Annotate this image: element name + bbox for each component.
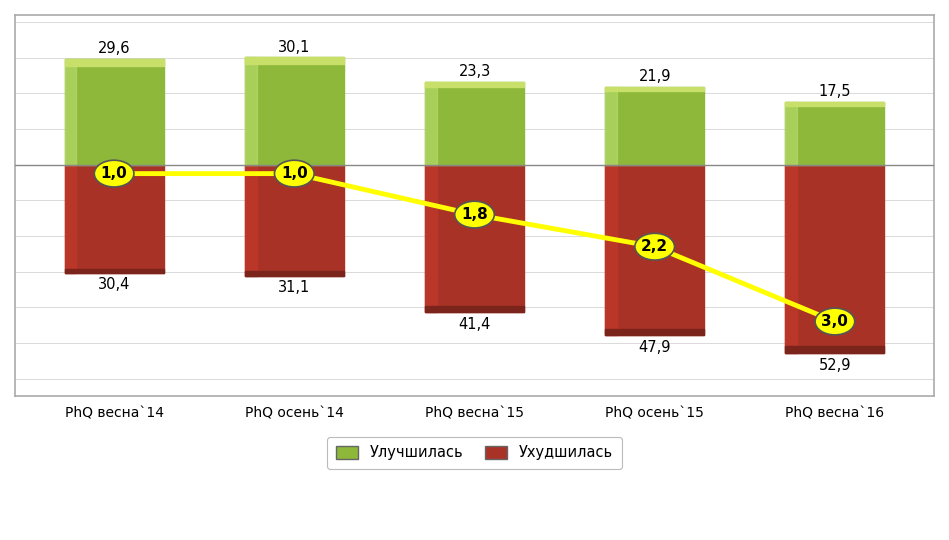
Bar (245, 57, 344, 165)
Bar (605, 86, 704, 165)
Bar (786, 102, 884, 165)
Text: 30,4: 30,4 (98, 278, 130, 292)
Bar (245, 271, 344, 275)
Ellipse shape (455, 201, 494, 228)
Bar (425, 82, 524, 165)
Bar (425, 82, 437, 165)
Bar (605, 329, 704, 335)
Ellipse shape (274, 160, 314, 187)
Bar (425, 306, 524, 312)
Bar (65, 269, 163, 273)
Bar (605, 86, 617, 165)
Bar (65, 165, 163, 273)
Text: 47,9: 47,9 (639, 340, 671, 355)
Bar (605, 86, 704, 91)
Bar (786, 165, 884, 353)
Bar (425, 165, 437, 312)
Text: 3,0: 3,0 (822, 314, 848, 329)
Bar (425, 165, 524, 312)
Bar (786, 165, 797, 353)
Bar (65, 59, 163, 65)
Bar (65, 59, 163, 165)
Bar (245, 165, 256, 275)
Text: 17,5: 17,5 (819, 84, 851, 99)
Ellipse shape (635, 233, 675, 260)
Bar (65, 59, 77, 165)
Ellipse shape (94, 160, 134, 187)
Bar (245, 57, 256, 165)
Text: 1,0: 1,0 (281, 166, 307, 181)
Text: 52,9: 52,9 (819, 357, 851, 373)
Text: 30,1: 30,1 (278, 39, 310, 55)
Bar (245, 57, 344, 64)
Text: 21,9: 21,9 (639, 69, 671, 84)
Bar (245, 165, 344, 275)
Legend: Улучшилась, Ухудшилась: Улучшилась, Ухудшилась (327, 437, 622, 469)
Text: 41,4: 41,4 (458, 316, 491, 332)
Bar (786, 346, 884, 353)
Bar (425, 82, 524, 86)
Text: 29,6: 29,6 (98, 42, 130, 56)
Bar (605, 165, 617, 335)
Ellipse shape (815, 308, 855, 335)
Bar (786, 102, 884, 106)
Text: 23,3: 23,3 (458, 64, 491, 79)
Text: 1,0: 1,0 (101, 166, 127, 181)
Text: 1,8: 1,8 (461, 207, 488, 222)
Text: 2,2: 2,2 (642, 239, 668, 254)
Bar (605, 165, 704, 335)
Bar (786, 102, 797, 165)
Bar (65, 165, 77, 273)
Text: 31,1: 31,1 (278, 280, 310, 295)
